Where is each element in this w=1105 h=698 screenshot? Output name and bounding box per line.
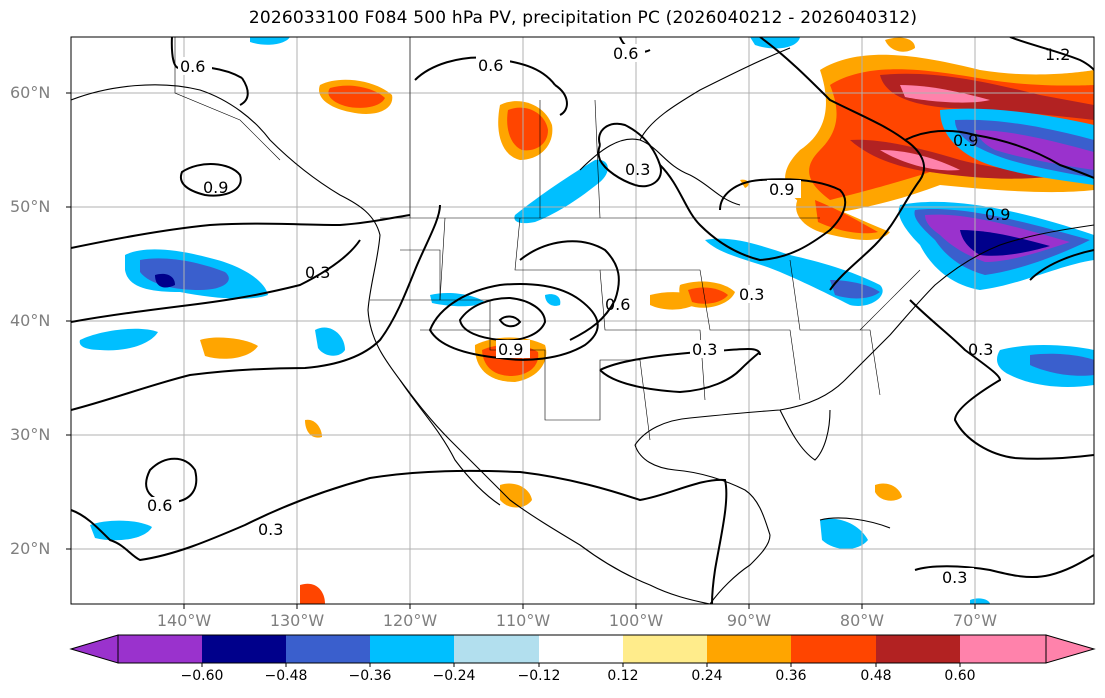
colorbar-segment (118, 635, 202, 663)
contour-label: 0.6 (180, 57, 205, 76)
contour-label: 0.9 (985, 205, 1010, 224)
lon-label: 140°W (156, 611, 212, 630)
contour-label: 0.9 (953, 131, 978, 150)
contour-label: 1.2 (1045, 45, 1070, 64)
colorbar-label: 0.12 (607, 668, 639, 684)
pv-contours (71, 37, 1094, 604)
contour-label: 0.3 (305, 263, 330, 282)
lat-label: 30°N (10, 425, 51, 444)
contour-label: 0.6 (613, 44, 638, 63)
lat-label: 60°N (10, 83, 51, 102)
contour-label: 0.3 (942, 568, 967, 587)
lon-label: 90°W (726, 611, 772, 630)
lat-label: 50°N (10, 197, 51, 216)
colorbar-segment (539, 635, 623, 663)
coastlines (71, 47, 1094, 604)
colorbar-label: 0.48 (860, 668, 892, 684)
colorbar-label: 0.24 (691, 668, 723, 684)
lon-label: 70°W (952, 611, 998, 630)
colorbar-label: −0.60 (180, 668, 224, 684)
colorbar-extend-high (1045, 634, 1096, 664)
lat-label: 40°N (10, 311, 51, 330)
colorbar-segment (454, 635, 539, 663)
lon-label: 80°W (839, 611, 885, 630)
contour-label: 0.3 (625, 160, 650, 179)
lon-label: 130°W (269, 611, 325, 630)
colorbar-segment (202, 635, 286, 663)
lat-label: 20°N (10, 539, 51, 558)
colorbar-label: −0.36 (348, 668, 392, 684)
grid-lines (71, 37, 1094, 604)
map-title: 2026033100 F084 500 hPa PV, precipitatio… (248, 8, 918, 28)
contour-label: 0.6 (478, 56, 503, 75)
lon-label: 110°W (495, 611, 551, 630)
colorbar-label: 0.60 (944, 668, 976, 684)
colorbar-label: −0.48 (264, 668, 308, 684)
contour-label: 0.3 (968, 340, 993, 359)
contour-label: 0.3 (258, 520, 283, 539)
lon-label: 120°W (382, 611, 438, 630)
colorbar-label: −0.24 (432, 668, 476, 684)
colorbar-segment (623, 635, 707, 663)
colorbar-segment (876, 635, 960, 663)
colorbar-extend-low (69, 634, 119, 664)
colorbar-segment (791, 635, 876, 663)
colorbar-segment (286, 635, 370, 663)
political-borders (174, 37, 921, 441)
colorbar-label: −0.12 (517, 668, 561, 684)
contour-label: 0.9 (203, 178, 228, 197)
colorbar-segment (370, 635, 454, 663)
colorbar-segment (707, 635, 791, 663)
contour-label: 0.6 (147, 496, 172, 515)
contour-label: 0.9 (498, 340, 523, 359)
contour-label: 0.3 (739, 285, 764, 304)
axis-ticks (66, 92, 976, 609)
contour-label: 0.3 (692, 340, 717, 359)
colorbar-label: 0.36 (775, 668, 807, 684)
contour-label: 0.6 (605, 295, 630, 314)
contour-label: 0.9 (769, 180, 794, 199)
colorbar-segment (960, 635, 1046, 663)
lon-label: 100°W (608, 611, 664, 630)
colorbar (69, 634, 1096, 667)
